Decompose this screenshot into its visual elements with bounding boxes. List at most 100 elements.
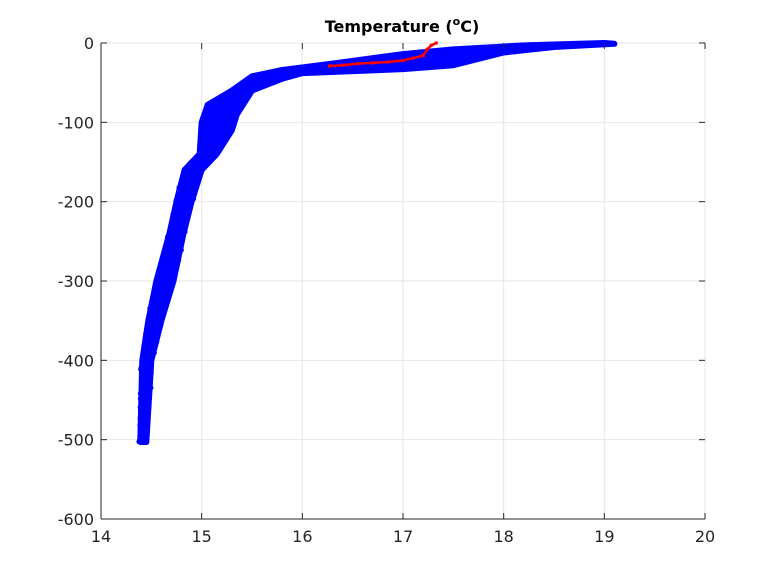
temperature-point <box>208 134 213 139</box>
temperature-point <box>272 72 277 77</box>
temperature-point <box>198 161 204 166</box>
y-tick-label: -200 <box>58 193 94 212</box>
temperature-point <box>156 293 161 299</box>
temperature-point <box>241 89 246 94</box>
temperature-point <box>228 116 233 121</box>
series-layer <box>136 40 618 446</box>
temperature-point <box>178 212 184 217</box>
temperature-point <box>193 189 198 194</box>
temperature-point <box>158 282 163 287</box>
temperature-point <box>166 270 171 275</box>
temperature-point <box>154 338 159 344</box>
temperature-point <box>284 71 289 77</box>
temperature-point <box>219 142 224 147</box>
temperature-point <box>446 48 451 54</box>
temperature-point <box>148 340 154 345</box>
temperature-point <box>141 397 146 402</box>
temperature-point <box>149 301 154 307</box>
temperature-point <box>230 110 235 115</box>
highlight-point <box>429 43 433 48</box>
temperature-point <box>170 215 175 221</box>
temperature-point <box>172 258 177 264</box>
temperature-point <box>206 125 212 130</box>
temperature-point <box>239 97 245 103</box>
temperature-point <box>148 332 153 337</box>
temperature-point <box>241 92 246 98</box>
temperature-point <box>210 125 215 131</box>
temperature-point <box>192 158 197 163</box>
temperature-point <box>257 81 262 87</box>
temperature-point <box>148 313 153 319</box>
temperature-point <box>222 137 227 142</box>
temperature-point <box>168 245 173 251</box>
temperature-point <box>204 132 210 138</box>
temperature-point <box>227 97 232 103</box>
temperature-point <box>398 55 403 60</box>
temperature-point <box>144 428 149 433</box>
temperature-point <box>214 110 219 115</box>
temperature-point <box>482 45 488 51</box>
temperature-point <box>431 55 436 61</box>
y-tick-label: -600 <box>58 510 94 529</box>
temperature-point <box>197 148 202 154</box>
temperature-point <box>596 41 602 46</box>
temperature-point <box>152 345 158 351</box>
temperature-point <box>164 251 170 256</box>
temperature-point <box>208 108 213 114</box>
temperature-point <box>261 83 266 88</box>
temperature-point <box>287 73 293 78</box>
temperature-point <box>201 154 206 160</box>
temperature-point <box>245 94 250 99</box>
temperature-point <box>148 383 153 388</box>
temperature-point <box>432 63 437 68</box>
temperature-point <box>176 232 182 238</box>
temperature-point <box>171 253 176 258</box>
temperature-point <box>207 158 212 163</box>
temperature-point <box>220 96 225 102</box>
temperature-point <box>144 392 149 397</box>
temperature-point <box>179 236 184 241</box>
temperature-point <box>183 174 189 180</box>
temperature-point <box>250 86 255 92</box>
highlight-point <box>327 64 332 68</box>
highlight-point <box>386 60 390 64</box>
temperature-point <box>186 163 192 168</box>
temperature-point <box>180 191 186 197</box>
temperature-point <box>574 42 579 47</box>
temperature-point <box>164 288 169 293</box>
temperature-point <box>265 79 271 84</box>
temperature-point <box>163 278 168 283</box>
temperature-point <box>476 54 482 59</box>
temperature-point <box>187 172 192 177</box>
temperature-point <box>175 216 181 222</box>
chart-title-superscript: o <box>453 15 461 28</box>
temperature-point <box>215 120 220 126</box>
temperature-point <box>180 196 185 201</box>
temperature-point <box>368 66 373 72</box>
x-tick-label: 18 <box>493 527 513 546</box>
temperature-point <box>177 202 182 208</box>
x-tick-label: 19 <box>594 527 614 546</box>
temperature-point <box>137 396 143 401</box>
temperature-point <box>171 225 177 230</box>
temperature-point <box>177 252 182 258</box>
temperature-point <box>514 45 519 50</box>
temperature-point <box>245 90 250 95</box>
temperature-point <box>294 66 299 71</box>
temperature-point <box>184 182 189 188</box>
temperature-point <box>185 197 190 202</box>
temperature-point <box>206 112 212 118</box>
temperature-point <box>235 109 240 115</box>
temperature-point <box>498 47 503 53</box>
temperature-point <box>176 257 182 263</box>
temperature-point <box>228 93 233 98</box>
temperature-point <box>159 306 165 311</box>
temperature-point <box>212 139 217 144</box>
temperature-point <box>142 375 147 381</box>
temperature-point <box>146 401 151 407</box>
temperature-point <box>570 42 576 48</box>
temperature-point <box>202 161 207 167</box>
temperature-point <box>309 69 315 74</box>
temperature-point <box>192 184 198 189</box>
